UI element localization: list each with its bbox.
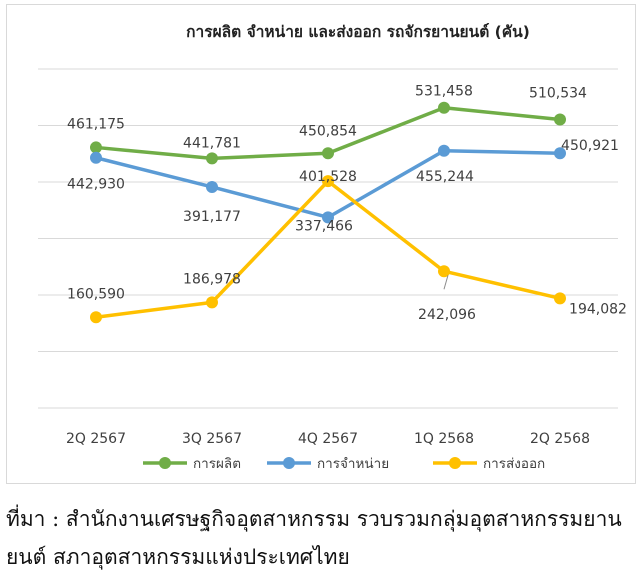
data-label: 160,590 xyxy=(67,286,125,302)
chart-title: การผลิต จำหน่าย และส่งออก รถจักรยานยนต์ … xyxy=(186,23,530,41)
data-point xyxy=(438,265,450,278)
data-point xyxy=(90,151,102,164)
series-line-2 xyxy=(95,179,561,320)
legend: การผลิต การจำหน่าย การส่งออก xyxy=(143,456,545,472)
data-label: 194,082 xyxy=(569,301,627,317)
chart-frame xyxy=(6,4,636,484)
data-point xyxy=(554,113,566,126)
label-leader-line xyxy=(443,275,449,290)
x-tick-label: 2Q 2567 xyxy=(66,431,126,447)
data-label: 391,177 xyxy=(183,209,241,225)
x-tick-label: 1Q 2568 xyxy=(414,431,474,447)
line-chart: การผลิต จำหน่าย และส่งออก รถจักรยานยนต์ … xyxy=(38,23,627,472)
data-point xyxy=(90,311,102,324)
data-label: 337,466 xyxy=(295,218,353,234)
data-labels: 461,175 441,781 450,854 531,458 510,534 442,9… xyxy=(67,84,627,323)
data-label: 450,854 xyxy=(299,123,357,139)
data-point xyxy=(90,141,102,154)
data-label: 510,534 xyxy=(529,86,587,102)
data-point xyxy=(206,296,218,309)
legend-swatch-marker xyxy=(159,457,171,469)
legend-swatch-marker xyxy=(449,457,461,469)
data-label: 455,244 xyxy=(416,169,474,185)
source-note: ที่มา : สำนักงานเศรษฐกิจอุตสาหกรรม รวบรว… xyxy=(6,507,622,569)
legend-label: การส่งออก xyxy=(483,456,545,472)
data-point xyxy=(438,101,450,114)
data-label: 461,175 xyxy=(67,116,125,132)
data-label: 450,921 xyxy=(561,138,619,154)
data-point xyxy=(322,175,334,188)
data-label: 531,458 xyxy=(415,84,473,100)
series-points xyxy=(90,101,566,324)
data-point xyxy=(554,147,566,160)
legend-label: การจำหน่าย xyxy=(317,456,389,472)
data-point xyxy=(206,180,218,193)
x-tick-label: 2Q 2568 xyxy=(530,431,590,447)
x-tick-label: 4Q 2567 xyxy=(298,431,358,447)
gridlines xyxy=(38,68,618,409)
x-tick-label: 3Q 2567 xyxy=(182,431,242,447)
data-point xyxy=(554,292,566,305)
data-label: 442,930 xyxy=(67,177,125,193)
x-axis-ticks: 2Q 2567 3Q 2567 4Q 2567 1Q 2568 2Q 2568 xyxy=(66,431,590,447)
data-point xyxy=(438,144,450,157)
data-label: 441,781 xyxy=(183,135,241,151)
data-point xyxy=(206,152,218,165)
data-point xyxy=(322,211,334,224)
data-label: 242,096 xyxy=(418,307,476,323)
data-label: 401,528 xyxy=(299,169,357,185)
data-point xyxy=(322,147,334,160)
data-label: 186,978 xyxy=(183,271,241,287)
legend-swatch-marker xyxy=(283,457,295,469)
legend-label: การผลิต xyxy=(193,456,241,472)
